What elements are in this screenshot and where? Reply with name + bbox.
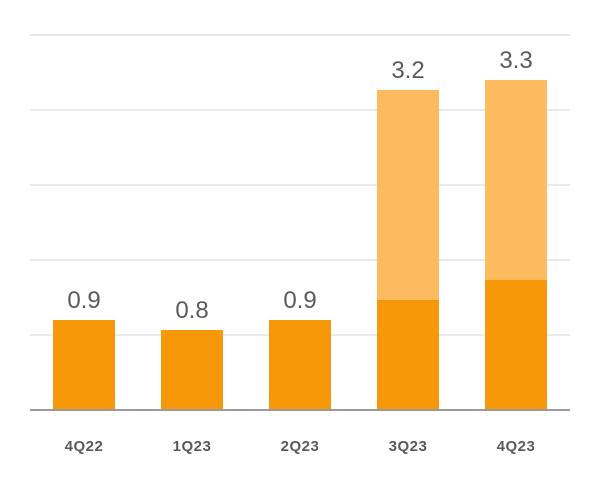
x-tick-label: 3Q23: [389, 438, 428, 455]
x-tick-label: 4Q22: [65, 438, 104, 455]
bar-segment: [377, 300, 439, 410]
total-label: 3.2: [391, 57, 424, 84]
bar-segment: [485, 80, 547, 280]
total-label: 0.9: [67, 287, 100, 314]
bar-segment: [485, 280, 547, 410]
x-tick-label: 4Q23: [497, 438, 536, 455]
x-tick-label: 1Q23: [173, 438, 212, 455]
bar-segment: [269, 320, 331, 410]
total-label: 0.9: [283, 287, 316, 314]
bar-segment: [53, 320, 115, 410]
total-label: 3.3: [499, 47, 532, 74]
bar-segment: [377, 90, 439, 300]
total-label: 0.8: [175, 297, 208, 324]
x-tick-label: 2Q23: [281, 438, 320, 455]
bar-segment: [161, 330, 223, 410]
